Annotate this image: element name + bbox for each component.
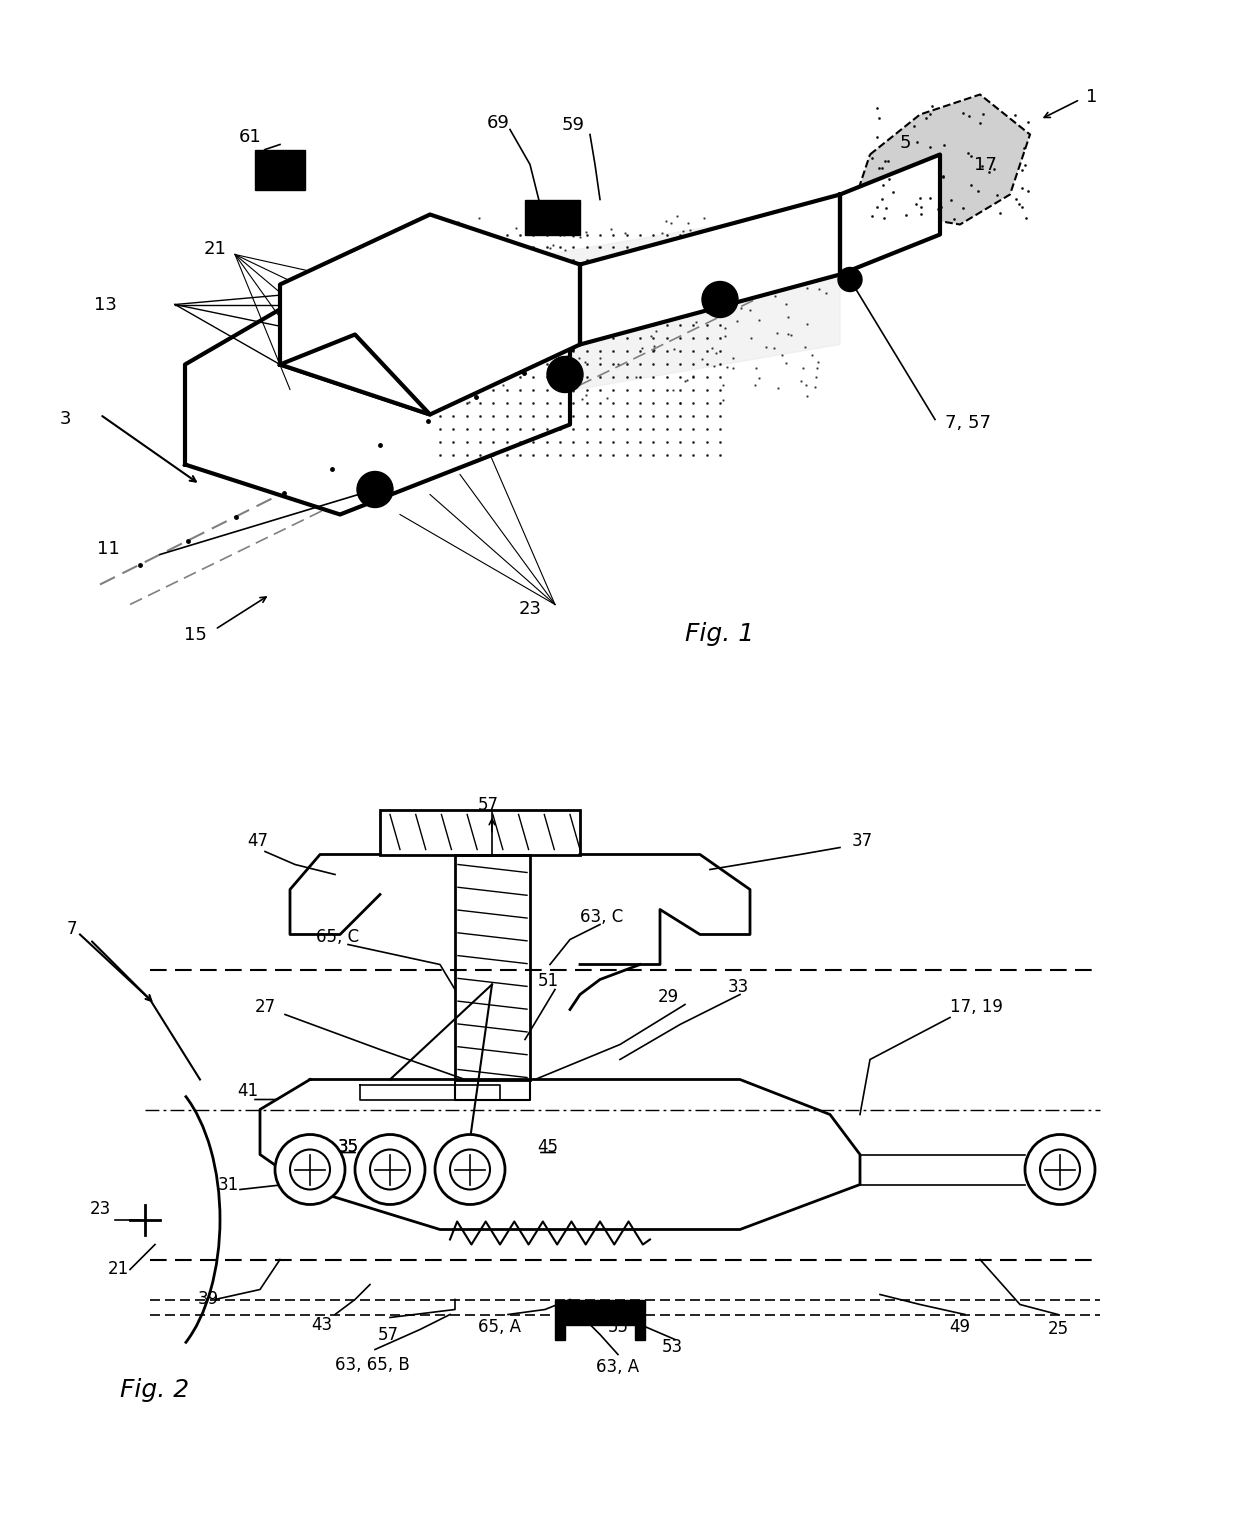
Text: 57: 57 xyxy=(477,795,498,814)
Circle shape xyxy=(275,1135,345,1204)
Text: 63, C: 63, C xyxy=(580,909,624,926)
Circle shape xyxy=(1025,1135,1095,1204)
Polygon shape xyxy=(280,214,580,415)
Circle shape xyxy=(370,1149,410,1189)
Polygon shape xyxy=(280,334,430,415)
Text: Fig. 2: Fig. 2 xyxy=(120,1378,190,1401)
Polygon shape xyxy=(430,205,839,415)
Circle shape xyxy=(357,472,393,508)
Text: 29: 29 xyxy=(657,989,678,1006)
Text: 45: 45 xyxy=(537,1138,558,1157)
Polygon shape xyxy=(455,1080,529,1100)
Circle shape xyxy=(450,1149,490,1189)
Text: 63, 65, B: 63, 65, B xyxy=(335,1357,409,1375)
Text: 43: 43 xyxy=(311,1315,332,1333)
Polygon shape xyxy=(556,1300,645,1340)
Circle shape xyxy=(290,1149,330,1189)
Text: 57: 57 xyxy=(377,1326,398,1344)
Text: 65, C: 65, C xyxy=(316,929,360,946)
Text: 33: 33 xyxy=(728,978,749,997)
Text: 51: 51 xyxy=(537,972,558,990)
Text: 53: 53 xyxy=(661,1338,682,1357)
Text: 35: 35 xyxy=(337,1138,358,1157)
Circle shape xyxy=(435,1135,505,1204)
Text: 61: 61 xyxy=(238,128,262,146)
Text: 23: 23 xyxy=(89,1201,110,1218)
Text: 13: 13 xyxy=(93,295,117,314)
Text: 39: 39 xyxy=(197,1290,218,1309)
Text: 1: 1 xyxy=(1086,88,1097,106)
Text: 49: 49 xyxy=(950,1318,971,1337)
Text: 59: 59 xyxy=(562,115,584,134)
Text: 37: 37 xyxy=(852,832,873,851)
Text: 5: 5 xyxy=(899,134,910,152)
Circle shape xyxy=(1040,1149,1080,1189)
Polygon shape xyxy=(185,274,570,515)
Text: 35: 35 xyxy=(337,1138,358,1157)
Text: 25: 25 xyxy=(1048,1321,1069,1338)
Polygon shape xyxy=(580,194,839,345)
Text: 15: 15 xyxy=(184,626,206,643)
Text: 69: 69 xyxy=(486,114,510,132)
Circle shape xyxy=(355,1135,425,1204)
Text: 7: 7 xyxy=(67,921,77,938)
Circle shape xyxy=(702,281,738,317)
Polygon shape xyxy=(839,154,940,274)
FancyBboxPatch shape xyxy=(525,200,580,234)
Text: 27: 27 xyxy=(254,998,275,1017)
Circle shape xyxy=(838,268,862,292)
Polygon shape xyxy=(861,94,1030,225)
Polygon shape xyxy=(260,1080,861,1229)
Text: 55: 55 xyxy=(608,1318,629,1337)
Text: 17, 19: 17, 19 xyxy=(950,998,1003,1017)
Text: 63, A: 63, A xyxy=(596,1358,640,1377)
Text: 47: 47 xyxy=(248,832,269,851)
Text: Fig. 1: Fig. 1 xyxy=(686,623,755,646)
Text: 65, A: 65, A xyxy=(479,1318,522,1337)
Text: 21: 21 xyxy=(108,1261,129,1278)
Text: 41: 41 xyxy=(237,1083,259,1101)
Text: 7, 57: 7, 57 xyxy=(945,414,991,432)
Text: 17: 17 xyxy=(973,155,997,174)
Text: 31: 31 xyxy=(217,1175,238,1193)
Text: 11: 11 xyxy=(97,540,119,558)
Text: 3: 3 xyxy=(60,411,71,429)
FancyBboxPatch shape xyxy=(255,149,305,189)
Text: 23: 23 xyxy=(518,600,542,618)
Circle shape xyxy=(547,357,583,392)
Text: 21: 21 xyxy=(203,240,227,258)
